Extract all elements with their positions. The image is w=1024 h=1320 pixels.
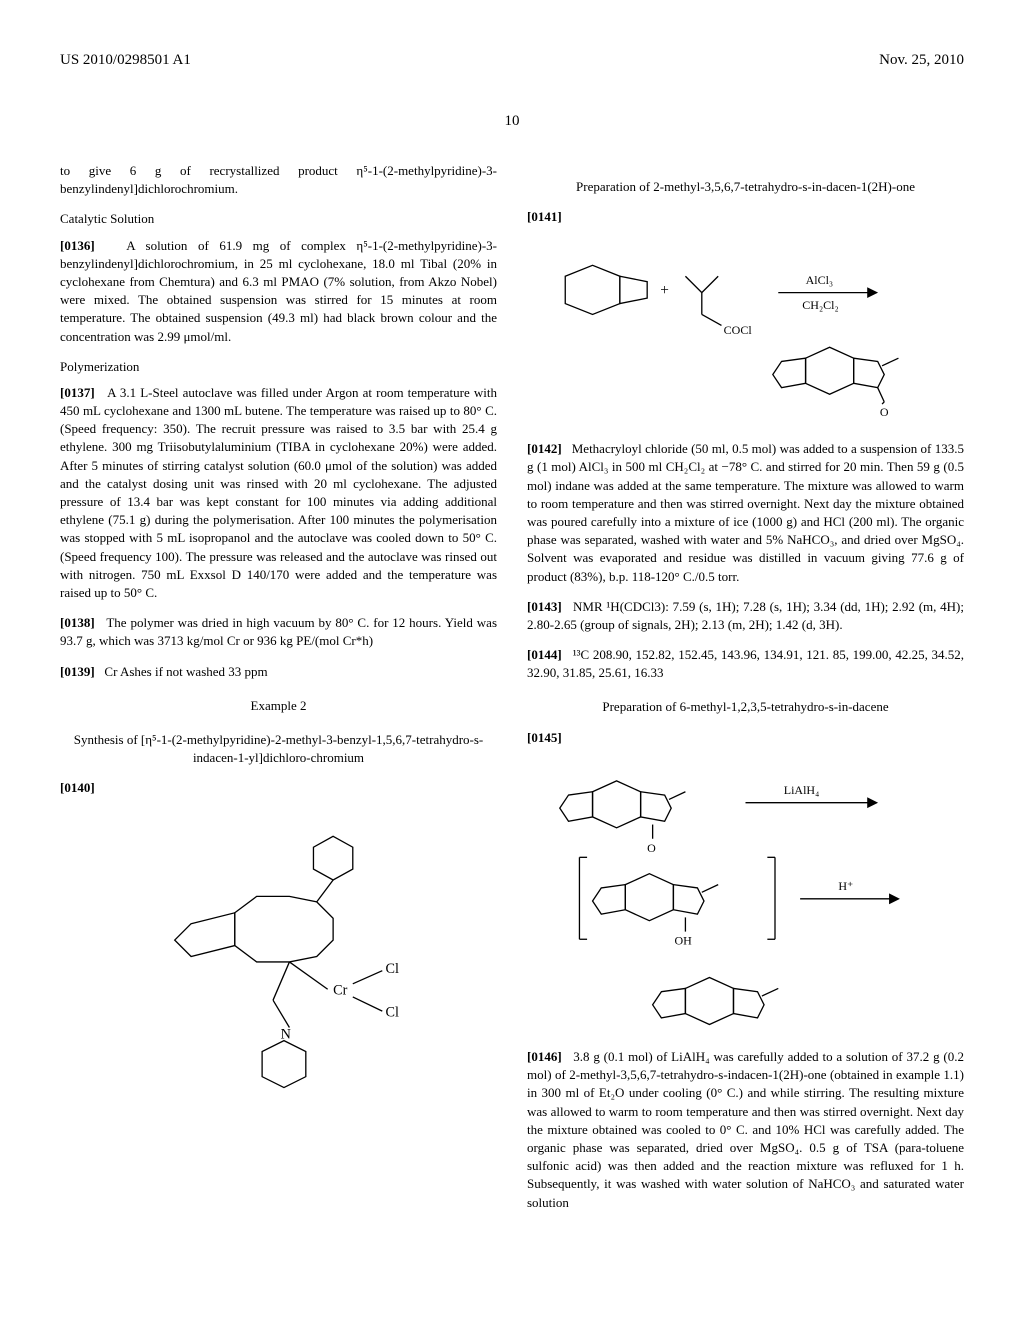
reaction-scheme-1: + COCl AlCl₃ CH₂Cl₂ [527, 238, 964, 435]
para-label-0136: [0136] [60, 238, 95, 253]
svg-text:Cl: Cl [386, 961, 399, 977]
paragraph-0144: [0144] ¹³C 208.90, 152.82, 152.45, 143.9… [527, 646, 964, 682]
para-text-0136: A solution of 61.9 mg of complex η⁵-1-(2… [60, 238, 497, 344]
paragraph-0139: [0139] Cr Ashes if not washed 33 ppm [60, 663, 497, 681]
paragraph-0140-label: [0140] [60, 779, 497, 797]
para-text-0144: ¹³C 208.90, 152.82, 152.45, 143.96, 134.… [527, 647, 964, 680]
para-text-0139: Cr Ashes if not washed 33 ppm [104, 664, 267, 679]
prep1-title: Preparation of 2-methyl-3,5,6,7-tetrahyd… [527, 178, 964, 196]
synthesis-title: Synthesis of [η⁵-1-(2-methylpyridine)-2-… [60, 731, 497, 767]
paragraph-0137: [0137] A 3.1 L-Steel autoclave was fille… [60, 384, 497, 602]
svg-text:OH: OH [674, 934, 692, 948]
svg-text:N: N [281, 1027, 291, 1043]
para-text-0146: 3.8 g (0.1 mol) of LiAlH₄ was carefully … [527, 1049, 964, 1210]
svg-text:Cl: Cl [386, 1005, 399, 1021]
reaction-scheme-2: O LiAlH₄ OH [527, 759, 964, 1043]
para-label-0144: [0144] [527, 647, 562, 662]
svg-text:H⁺: H⁺ [838, 879, 853, 893]
para-label-0137: [0137] [60, 385, 95, 400]
svg-text:Cr: Cr [333, 983, 347, 999]
paragraph-0145-label: [0145] [527, 729, 964, 747]
svg-text:O: O [647, 841, 656, 855]
para-label-0145: [0145] [527, 730, 562, 745]
page-number: 10 [60, 111, 964, 132]
para-label-0140: [0140] [60, 780, 95, 795]
para-label-0146: [0146] [527, 1049, 562, 1064]
para-label-0141: [0141] [527, 209, 562, 224]
paragraph-0136: [0136] A solution of 61.9 mg of complex … [60, 237, 497, 346]
intro-paragraph: to give 6 g of recrystallized product η⁵… [60, 162, 497, 198]
prep2-title: Preparation of 6-methyl-1,2,3,5-tetrahyd… [527, 698, 964, 716]
para-text-0143: NMR ¹H(CDCl3): 7.59 (s, 1H); 7.28 (s, 1H… [527, 599, 964, 632]
svg-text:AlCl₃: AlCl₃ [806, 273, 834, 287]
para-label-0143: [0143] [527, 599, 562, 614]
patent-number: US 2010/0298501 A1 [60, 50, 191, 71]
left-column: to give 6 g of recrystallized product η⁵… [60, 162, 497, 1224]
para-text-0142: Methacryloyl chloride (50 ml, 0.5 mol) w… [527, 441, 964, 583]
paragraph-0141-label: [0141] [527, 208, 964, 226]
polymerization-title: Polymerization [60, 358, 497, 376]
catalytic-solution-title: Catalytic Solution [60, 210, 497, 228]
two-column-layout: to give 6 g of recrystallized product η⁵… [60, 162, 964, 1224]
svg-text:O: O [880, 405, 889, 419]
para-label-0142: [0142] [527, 441, 562, 456]
svg-text:COCl: COCl [724, 324, 753, 338]
chemical-structure-chromium-complex: Cr Cl Cl N [60, 809, 497, 1115]
right-column: Preparation of 2-methyl-3,5,6,7-tetrahyd… [527, 162, 964, 1224]
paragraph-0142: [0142] Methacryloyl chloride (50 ml, 0.5… [527, 440, 964, 586]
paragraph-0138: [0138] The polymer was dried in high vac… [60, 614, 497, 650]
paragraph-0146: [0146] 3.8 g (0.1 mol) of LiAlH₄ was car… [527, 1048, 964, 1212]
publication-date: Nov. 25, 2010 [879, 50, 964, 71]
example-2-title: Example 2 [60, 697, 497, 715]
page-header: US 2010/0298501 A1 Nov. 25, 2010 [60, 50, 964, 71]
para-label-0138: [0138] [60, 615, 95, 630]
svg-text:LiAlH₄: LiAlH₄ [784, 783, 820, 797]
paragraph-0143: [0143] NMR ¹H(CDCl3): 7.59 (s, 1H); 7.28… [527, 598, 964, 634]
para-label-0139: [0139] [60, 664, 95, 679]
svg-text:CH₂Cl₂: CH₂Cl₂ [802, 298, 838, 312]
para-text-0138: The polymer was dried in high vacuum by … [60, 615, 497, 648]
para-text-0137: A 3.1 L-Steel autoclave was filled under… [60, 385, 497, 600]
svg-text:+: + [660, 282, 669, 299]
